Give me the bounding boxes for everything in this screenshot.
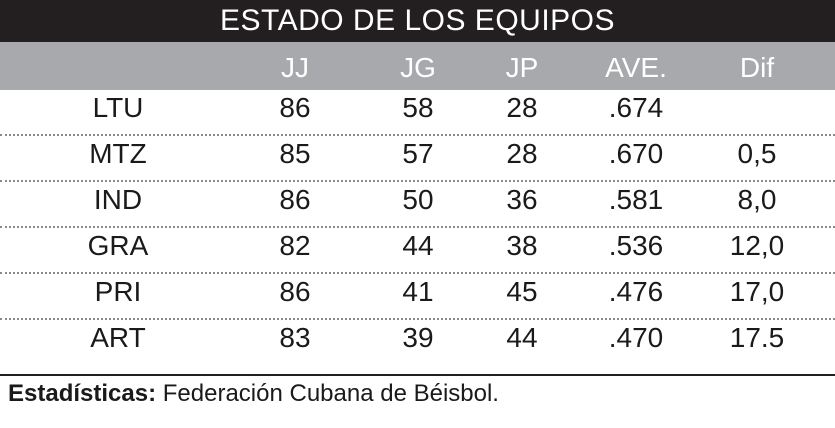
- table-row: LTU 86 58 28 .674: [0, 90, 835, 136]
- cell-dif: 12,0: [729, 230, 785, 261]
- table-title: ESTADO DE LOS EQUIPOS: [0, 0, 835, 42]
- cell-team: LTU: [92, 92, 144, 123]
- column-header-row: JJ JG JP AVE. Dif: [0, 42, 835, 90]
- cell-jj: 85: [279, 138, 311, 169]
- cell-ave: .674: [608, 92, 664, 123]
- cell-ave: .670: [608, 138, 664, 169]
- cell-jj: 83: [279, 322, 311, 353]
- source-label: Estadísticas:: [8, 380, 157, 407]
- cell-jj: 86: [279, 184, 311, 215]
- cell-jp: 28: [506, 92, 538, 123]
- table-row: PRI 86 41 45 .476 17,0: [0, 274, 835, 320]
- cell-jp: 28: [506, 138, 538, 169]
- cell-dif: 0,5: [737, 138, 777, 169]
- cell-team: IND: [93, 184, 143, 215]
- cell-jj: 82: [279, 230, 311, 261]
- cell-jj: 86: [279, 276, 311, 307]
- cell-jg: 44: [402, 230, 434, 261]
- standings-table: LTU 86 58 28 .674 MTZ 85 57 28 .670 0,5 …: [0, 90, 835, 366]
- cell-dif: 8,0: [737, 184, 777, 215]
- cell-jp: 44: [506, 322, 538, 353]
- header-dif: Dif: [739, 52, 775, 83]
- cell-team: ART: [90, 322, 146, 353]
- table-row: IND 86 50 36 .581 8,0: [0, 182, 835, 228]
- cell-jg: 41: [402, 276, 434, 307]
- source-text: Federación Cubana de Béisbol.: [156, 380, 499, 407]
- cell-jg: 58: [402, 92, 434, 123]
- cell-ave: .470: [608, 322, 664, 353]
- cell-dif: 17,0: [729, 276, 785, 307]
- cell-team: MTZ: [89, 138, 147, 169]
- table-row: ART 83 39 44 .470 17.5: [0, 320, 835, 366]
- source-note: Estadísticas: Federación Cubana de Béisb…: [0, 374, 835, 414]
- header-jp: JP: [505, 52, 539, 83]
- cell-jg: 39: [402, 322, 434, 353]
- header-jj: JJ: [281, 52, 309, 83]
- table-row: GRA 82 44 38 .536 12,0: [0, 228, 835, 274]
- cell-ave: .581: [608, 184, 664, 215]
- cell-team: GRA: [87, 230, 149, 261]
- cell-ave: .536: [608, 230, 664, 261]
- cell-jg: 50: [402, 184, 434, 215]
- header-ave: AVE.: [605, 52, 667, 83]
- header-jg: JG: [400, 52, 436, 83]
- cell-ave: .476: [608, 276, 664, 307]
- table-row: MTZ 85 57 28 .670 0,5: [0, 136, 835, 182]
- cell-jj: 86: [279, 92, 311, 123]
- cell-jp: 38: [506, 230, 538, 261]
- cell-jp: 45: [506, 276, 538, 307]
- cell-jp: 36: [506, 184, 538, 215]
- cell-jg: 57: [402, 138, 434, 169]
- cell-dif: 17.5: [729, 322, 785, 353]
- cell-team: PRI: [94, 276, 142, 307]
